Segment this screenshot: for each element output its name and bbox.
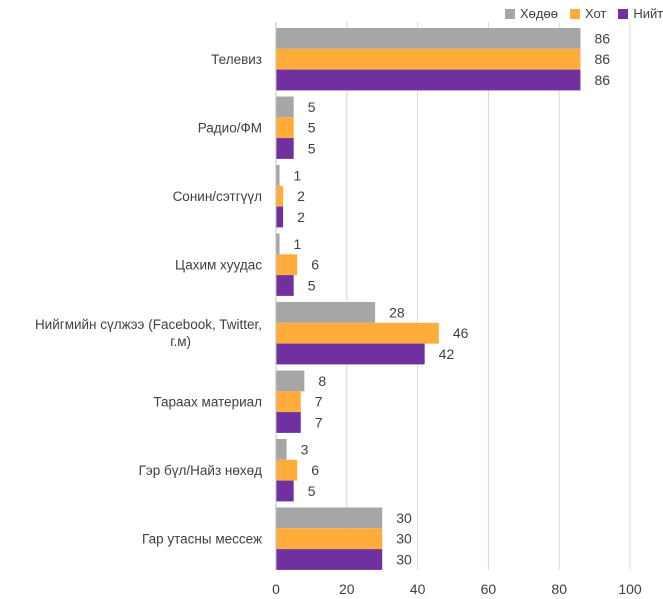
bar <box>276 275 294 296</box>
data-label: 30 <box>396 510 412 526</box>
bar <box>276 439 287 460</box>
bar <box>276 233 280 255</box>
bar <box>276 459 298 481</box>
bar <box>276 343 425 365</box>
data-label: 3 <box>301 441 309 457</box>
legend-item-city: Хот <box>569 6 607 21</box>
data-label: 1 <box>294 236 302 252</box>
data-label: 6 <box>311 257 319 273</box>
data-label: 7 <box>315 394 323 410</box>
data-label: 86 <box>594 72 610 88</box>
bar <box>276 370 305 392</box>
data-label: 6 <box>311 462 319 478</box>
legend-item-rural: Хөдөө <box>505 6 558 21</box>
bar <box>276 549 383 570</box>
data-label: 1 <box>294 167 302 183</box>
category-label: Цахим хуудас <box>175 258 262 273</box>
chart-legend: Хөдөө Хот Нийт <box>505 6 663 21</box>
data-label: 5 <box>308 278 316 294</box>
data-label: 5 <box>308 99 316 115</box>
data-label: 8 <box>318 373 326 389</box>
data-label: 5 <box>308 483 316 499</box>
data-label: 86 <box>594 30 610 46</box>
bar <box>276 206 284 228</box>
bar <box>276 528 383 550</box>
bar <box>276 322 439 344</box>
legend-label-total: Нийт <box>633 6 663 21</box>
category-label: Тараах материал <box>153 395 262 410</box>
legend-swatch-total <box>618 8 629 19</box>
bar <box>276 412 301 433</box>
data-label: 28 <box>389 304 405 320</box>
bar <box>276 302 376 323</box>
legend-label-city: Хот <box>584 6 607 21</box>
bar <box>276 117 294 139</box>
data-label: 5 <box>308 120 316 136</box>
bar <box>276 507 383 529</box>
category-label: Сонин/сэтгүүл <box>173 189 262 204</box>
bar <box>276 391 301 413</box>
data-label: 46 <box>453 325 469 341</box>
bar <box>276 185 284 207</box>
category-label: Гэр бүл/Найз нөхөд <box>139 463 263 478</box>
bar <box>276 96 294 118</box>
category-label: Радио/ФМ <box>198 121 262 136</box>
x-tick-label: 60 <box>481 581 497 597</box>
data-label: 86 <box>594 51 610 67</box>
data-label: 30 <box>396 531 412 547</box>
bar <box>276 48 581 70</box>
bar <box>276 165 280 186</box>
legend-swatch-city <box>569 8 580 19</box>
legend-item-total: Нийт <box>618 6 663 21</box>
data-label: 7 <box>315 415 323 431</box>
data-label: 42 <box>439 346 455 362</box>
data-label: 30 <box>396 552 412 568</box>
legend-label-rural: Хөдөө <box>520 6 558 21</box>
x-tick-label: 80 <box>551 581 567 597</box>
x-tick-label: 0 <box>272 581 280 597</box>
bar <box>276 254 298 276</box>
bar <box>276 28 581 49</box>
bar <box>276 480 294 502</box>
category-label: Гар утасны мессеж <box>142 532 262 547</box>
category-label: Нийгмийн сүлжээ (Facebook, Twitter, г.м) <box>35 317 262 349</box>
data-label: 2 <box>297 209 305 225</box>
x-tick-label: 20 <box>339 581 355 597</box>
x-tick-label: 40 <box>410 581 426 597</box>
x-tick-label: 100 <box>618 581 642 597</box>
data-label: 5 <box>308 141 316 157</box>
legend-swatch-rural <box>505 8 515 19</box>
data-label: 2 <box>297 188 305 204</box>
bar <box>276 69 581 91</box>
bar <box>276 138 294 159</box>
category-label: Телевиз <box>211 52 262 67</box>
